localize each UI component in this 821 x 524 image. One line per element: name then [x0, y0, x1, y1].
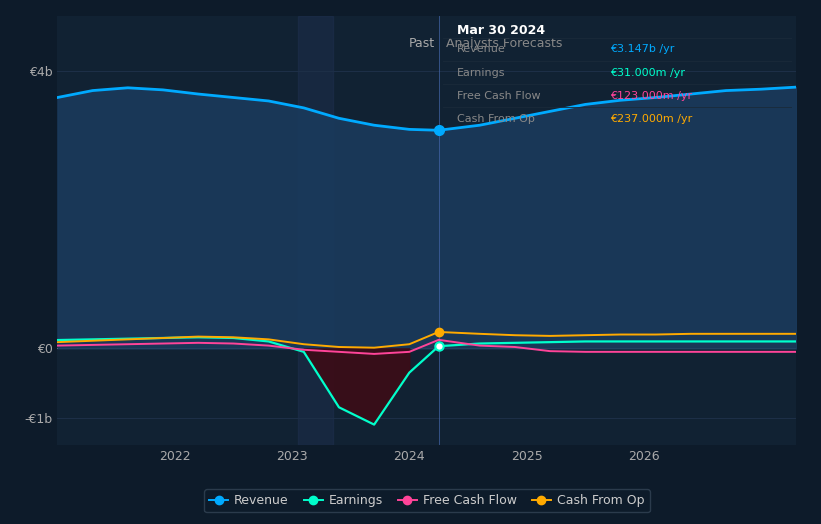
Text: Revenue: Revenue: [456, 45, 506, 54]
Bar: [298, 16, 333, 445]
Text: Past: Past: [409, 37, 435, 50]
Text: Cash From Op: Cash From Op: [456, 114, 534, 124]
Text: €31.000m /yr: €31.000m /yr: [611, 68, 686, 78]
Text: €237.000m /yr: €237.000m /yr: [611, 114, 693, 124]
Text: Analysts Forecasts: Analysts Forecasts: [446, 37, 562, 50]
Legend: Revenue, Earnings, Free Cash Flow, Cash From Op: Revenue, Earnings, Free Cash Flow, Cash …: [204, 489, 649, 512]
Text: Free Cash Flow: Free Cash Flow: [456, 91, 540, 101]
Text: €123.000m /yr: €123.000m /yr: [611, 91, 693, 101]
Text: Mar 30 2024: Mar 30 2024: [456, 24, 545, 37]
Text: €3.147b /yr: €3.147b /yr: [611, 45, 675, 54]
Text: Earnings: Earnings: [456, 68, 505, 78]
